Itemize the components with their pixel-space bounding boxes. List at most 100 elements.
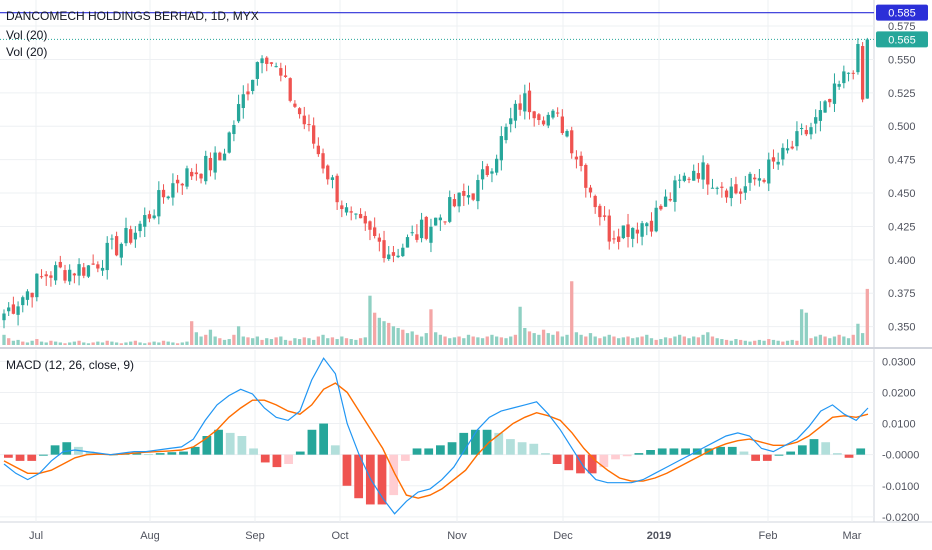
macd-histogram-bar (50, 445, 60, 455)
candle-body (729, 186, 733, 199)
macd-histogram-bar (809, 439, 819, 455)
volume-bar (302, 337, 306, 345)
volume-bar (715, 338, 719, 345)
volume-bar (767, 339, 771, 345)
volume-bar (523, 328, 527, 345)
macd-histogram-bar (762, 454, 772, 461)
candle-body (663, 196, 668, 207)
volume-bar (316, 336, 320, 345)
candle-body (865, 39, 869, 99)
grid-lines (0, 0, 874, 522)
volume-bar (152, 341, 156, 345)
macd-histogram-bar (15, 454, 25, 461)
volume-bar (846, 338, 851, 345)
macd-legend[interactable]: MACD (12, 26, close, 9) (6, 358, 134, 372)
volume-bar (344, 338, 349, 345)
candle-body (255, 62, 260, 79)
macd-tick-label: -0.0200 (882, 512, 919, 524)
volume-bar (541, 329, 546, 345)
candle-body (222, 153, 227, 161)
macd-histogram-bar (646, 450, 655, 455)
macd-histogram-bar (354, 454, 364, 499)
volume-bar (35, 339, 39, 345)
candle-body (175, 179, 180, 184)
macd-histogram-bar (295, 451, 305, 455)
volume-bar (86, 343, 91, 345)
axis-labels: Jul Aug Sep Oct Nov Dec 2019 Feb Mar 0.575 0.550 0.… (29, 21, 919, 542)
volume-bars (2, 281, 869, 345)
volume-bar (795, 340, 799, 345)
candle-body (762, 179, 766, 182)
volume-bar (288, 340, 292, 345)
volume-bar (190, 321, 194, 345)
volume-legend-2[interactable]: Vol (20) (6, 45, 47, 59)
volume-bar (255, 336, 260, 345)
candle-body (344, 207, 349, 213)
candle-body (316, 145, 320, 155)
volume-bar (776, 340, 780, 345)
candle-body (44, 274, 48, 277)
volume-bar (16, 339, 20, 345)
candle-body (546, 114, 550, 126)
volume-bar (509, 336, 513, 345)
volume-bar (513, 334, 518, 345)
macd-tick-label: -0.0000 (882, 450, 919, 462)
candle-body (565, 131, 569, 137)
candle-body (185, 168, 189, 187)
volume-bar (415, 334, 419, 345)
volume-bar (584, 336, 588, 345)
volume-legend-1[interactable]: Vol (20) (6, 28, 47, 42)
candle-body (579, 155, 583, 167)
symbol-title[interactable]: DANCOMECH HOLDINGS BERHAD, 1D, MYX (6, 9, 259, 23)
candle-body (82, 267, 86, 276)
candle-body (11, 304, 16, 314)
price-panel-bg (0, 0, 874, 347)
price-tick-label: 0.525 (888, 88, 916, 100)
volume-bar (63, 343, 67, 345)
volume-bar (265, 338, 269, 345)
candle-body (471, 193, 475, 200)
volume-bar (373, 312, 377, 345)
volume-bar (246, 337, 250, 345)
candle-body (208, 157, 213, 171)
macd-histogram-bar (27, 454, 37, 461)
candle-body (157, 190, 161, 217)
candle-body (738, 191, 743, 194)
candle-body (241, 94, 245, 109)
macd-histogram-bar (377, 454, 387, 505)
candle-body (682, 175, 686, 181)
volume-bar (692, 336, 696, 345)
candle-body (363, 215, 367, 224)
candle-body (537, 114, 541, 121)
candle-body (419, 219, 424, 239)
volume-bar (593, 336, 597, 345)
volume-bar (401, 329, 405, 345)
candle-body (49, 275, 53, 278)
volume-bar (743, 340, 747, 345)
volume-bar (504, 338, 508, 345)
volume-bar (25, 342, 30, 345)
candle-body (860, 46, 865, 100)
volume-bar (377, 317, 381, 345)
volume-bar (462, 338, 466, 345)
volume-bar (452, 337, 457, 345)
macd-histogram-bar (832, 453, 842, 455)
candle-body (401, 247, 405, 257)
candle-body (781, 147, 785, 160)
volume-bar (565, 334, 569, 345)
candle-body (649, 220, 654, 232)
volume-bar (607, 334, 611, 345)
candle-body (631, 227, 635, 239)
volume-bar (612, 336, 616, 345)
time-axis-label: Nov (447, 530, 467, 542)
macd-histogram-bar (751, 454, 760, 461)
candle-body (814, 117, 818, 124)
macd-tick-label: 0.0200 (882, 387, 916, 399)
last-price-badge-text: 0.565 (888, 34, 916, 46)
volume-bar (119, 343, 123, 345)
volume-bar (424, 333, 428, 345)
volume-bar (828, 338, 832, 345)
volume-bar (363, 337, 367, 345)
volume-bar (832, 336, 837, 345)
